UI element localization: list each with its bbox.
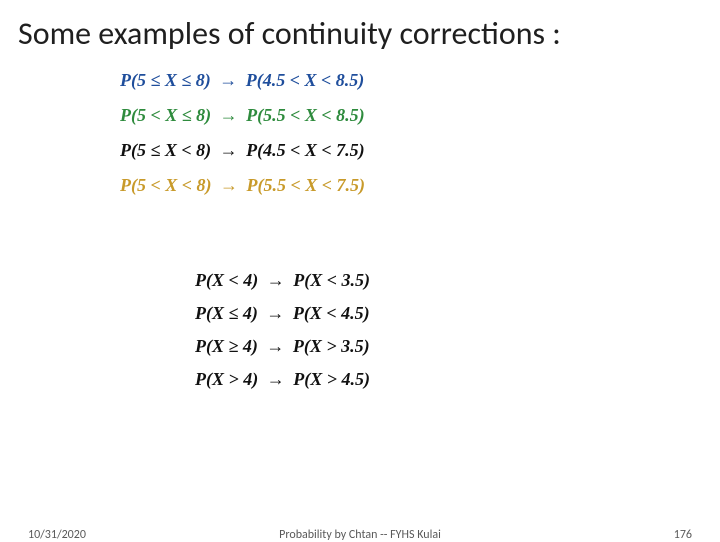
slide-title: Some examples of continuity corrections … (18, 14, 561, 53)
eq-rhs: P(X > 4.5) (293, 369, 370, 389)
equation-block-1: P(5 ≤ X ≤ 8) → P(4.5 < X < 8.5) P(5 < X … (120, 70, 365, 210)
eq-lhs: P(5 < X ≤ 8) (120, 105, 211, 125)
eq-rhs: P(5.5 < X < 7.5) (247, 175, 366, 195)
arrow-icon: → (216, 105, 242, 125)
equation-line: P(5 ≤ X < 8) → P(4.5 < X < 7.5) (120, 140, 365, 161)
eq-rhs: P(4.5 < X < 8.5) (246, 70, 365, 90)
eq-lhs: P(X ≥ 4) (195, 336, 258, 356)
equation-line: P(5 ≤ X ≤ 8) → P(4.5 < X < 8.5) (120, 70, 365, 91)
arrow-icon: → (216, 175, 242, 195)
equation-line: P(X < 4) → P(X < 3.5) (195, 270, 370, 291)
eq-lhs: P(5 ≤ X < 8) (120, 140, 211, 160)
arrow-icon: → (262, 336, 288, 356)
eq-rhs: P(4.5 < X < 7.5) (246, 140, 365, 160)
eq-rhs: P(X < 4.5) (293, 303, 370, 323)
arrow-icon: → (263, 369, 289, 389)
equation-line: P(5 < X ≤ 8) → P(5.5 < X < 8.5) (120, 105, 365, 126)
equation-line: P(X ≥ 4) → P(X > 3.5) (195, 336, 370, 357)
arrow-icon: → (216, 140, 242, 160)
arrow-icon: → (215, 70, 241, 90)
arrow-icon: → (263, 270, 289, 290)
eq-lhs: P(X > 4) (195, 369, 258, 389)
eq-rhs: P(X < 3.5) (293, 270, 370, 290)
eq-rhs: P(X > 3.5) (293, 336, 370, 356)
equation-line: P(X ≤ 4) → P(X < 4.5) (195, 303, 370, 324)
eq-lhs: P(X < 4) (195, 270, 258, 290)
eq-rhs: P(5.5 < X < 8.5) (246, 105, 365, 125)
arrow-icon: → (262, 303, 288, 323)
eq-lhs: P(5 < X < 8) (120, 175, 212, 195)
equation-line: P(5 < X < 8) → P(5.5 < X < 7.5) (120, 175, 365, 196)
eq-lhs: P(5 ≤ X ≤ 8) (120, 70, 211, 90)
equation-block-2: P(X < 4) → P(X < 3.5) P(X ≤ 4) → P(X < 4… (195, 270, 370, 402)
eq-lhs: P(X ≤ 4) (195, 303, 258, 323)
equation-line: P(X > 4) → P(X > 4.5) (195, 369, 370, 390)
